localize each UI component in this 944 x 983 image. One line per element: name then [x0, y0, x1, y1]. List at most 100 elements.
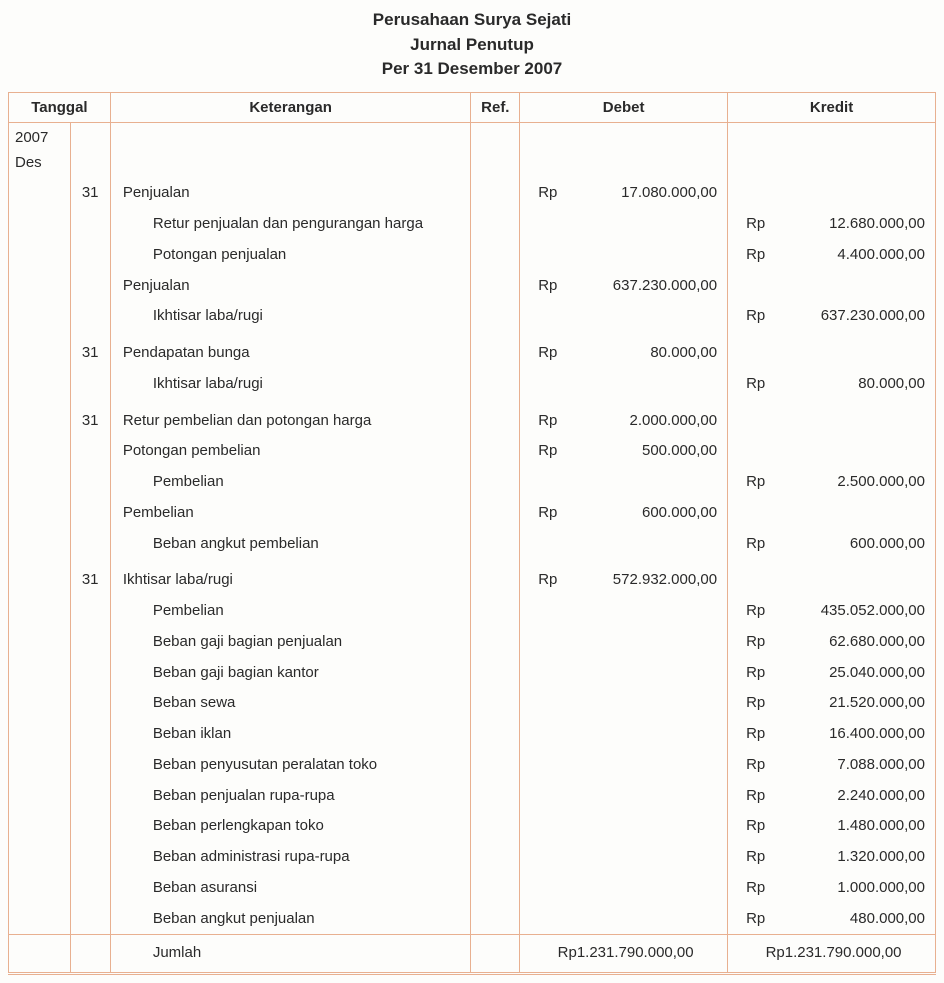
journal-period: Per 31 Desember 2007 — [8, 57, 936, 82]
currency-label: Rp — [746, 661, 765, 686]
cell-year — [9, 406, 71, 437]
cell-credit: Rp637.230.000,00 — [728, 301, 936, 332]
journal-row: Ikhtisar laba/rugi Rp637.230.000,00 — [9, 301, 936, 332]
currency-label: Rp — [746, 784, 765, 809]
cell-year — [9, 842, 71, 873]
cell-debit — [520, 781, 728, 812]
currency-label: Rp — [538, 568, 557, 593]
cell-year — [9, 436, 71, 467]
cell-debit — [520, 529, 728, 560]
cell-ref — [471, 719, 520, 750]
cell-day — [70, 904, 110, 935]
cell-ref — [471, 369, 520, 400]
cell-year — [9, 565, 71, 596]
cell-description: Beban iklan — [110, 719, 471, 750]
credit-value: 435.052.000,00 — [821, 599, 925, 624]
cell-day — [70, 781, 110, 812]
description-text: Retur penjualan dan pengurangan harga — [117, 215, 423, 232]
debit-value: 572.932.000,00 — [613, 568, 717, 593]
cell-year — [9, 271, 71, 302]
description-text: Potongan penjualan — [117, 246, 286, 263]
cell-ref — [471, 658, 520, 689]
cell-description: Beban gaji bagian kantor — [110, 658, 471, 689]
description-text: Beban perlengkapan toko — [117, 817, 324, 834]
cell-description: Retur penjualan dan pengurangan harga — [110, 209, 471, 240]
cell-year: 2007Des — [9, 122, 71, 178]
description-text: Beban asuransi — [117, 879, 257, 896]
cell-credit: Rp1.480.000,00 — [728, 811, 936, 842]
description-text: Beban sewa — [117, 694, 236, 711]
cell-description: Beban angkut pembelian — [110, 529, 471, 560]
journal-row: PembelianRp435.052.000,00 — [9, 596, 936, 627]
cell-credit: Rp16.400.000,00 — [728, 719, 936, 750]
description-text: Beban iklan — [117, 725, 231, 742]
currency-label: Rp — [746, 304, 765, 329]
journal-row: Retur penjualan dan pengurangan hargaRp1… — [9, 209, 936, 240]
cell-description: Potongan penjualan — [110, 240, 471, 271]
cell-debit — [520, 658, 728, 689]
description-text: Penjualan — [117, 277, 190, 294]
cell-day — [70, 209, 110, 240]
currency-label: Rp — [746, 907, 765, 932]
credit-value: 7.088.000,00 — [837, 753, 925, 778]
cell-year — [9, 467, 71, 498]
total-row: Jumlah Rp1.231.790.000,00 Rp1.231.790.00… — [9, 935, 936, 974]
cell-ref — [471, 240, 520, 271]
cell-ref — [471, 301, 520, 332]
cell-day — [70, 658, 110, 689]
cell-year — [9, 209, 71, 240]
journal-row: 31PenjualanRp17.080.000,00 — [9, 178, 936, 209]
credit-value: 21.520.000,00 — [829, 691, 925, 716]
cell-day — [70, 529, 110, 560]
cell-ref — [471, 467, 520, 498]
cell-description: Retur pembelian dan potongan harga — [110, 406, 471, 437]
col-header-keterangan: Keterangan — [110, 92, 471, 122]
cell-day — [70, 719, 110, 750]
cell-ref — [471, 627, 520, 658]
total-debit: Rp1.231.790.000,00 — [558, 941, 694, 966]
cell-day — [70, 688, 110, 719]
journal-table: Tanggal Keterangan Ref. Debet Kredit 200… — [8, 92, 936, 975]
cell-credit — [728, 565, 936, 596]
currency-label: Rp — [746, 691, 765, 716]
cell-description: Ikhtisar laba/rugi — [110, 301, 471, 332]
currency-label: Rp — [746, 876, 765, 901]
cell-credit: Rp600.000,00 — [728, 529, 936, 560]
cell-credit: Rp435.052.000,00 — [728, 596, 936, 627]
journal-row: 2007Des — [9, 122, 936, 178]
debit-value: 637.230.000,00 — [613, 274, 717, 299]
currency-label: Rp — [746, 212, 765, 237]
cell-debit: Rp80.000,00 — [520, 338, 728, 369]
credit-value: 2.240.000,00 — [837, 784, 925, 809]
cell-day — [70, 750, 110, 781]
company-name: Perusahaan Surya Sejati — [8, 8, 936, 33]
currency-label: Rp — [538, 274, 557, 299]
journal-row: Beban gaji bagian kantorRp25.040.000,00 — [9, 658, 936, 689]
cell-year — [9, 529, 71, 560]
cell-ref — [471, 904, 520, 935]
cell-ref — [471, 688, 520, 719]
cell-debit: Rp 500.000,00 — [520, 436, 728, 467]
currency-label: Rp — [746, 532, 765, 557]
cell-ref — [471, 178, 520, 209]
cell-debit — [520, 369, 728, 400]
currency-label: Rp — [746, 372, 765, 397]
description-text: Penjualan — [117, 184, 190, 201]
cell-ref — [471, 271, 520, 302]
col-header-ref: Ref. — [471, 92, 520, 122]
description-text: Beban gaji bagian penjualan — [117, 633, 342, 650]
cell-year — [9, 658, 71, 689]
cell-day — [70, 811, 110, 842]
debit-value: 500.000,00 — [642, 439, 717, 464]
currency-label: Rp — [538, 439, 557, 464]
cell-debit — [520, 904, 728, 935]
currency-label: Rp — [538, 341, 557, 366]
currency-label: Rp — [538, 181, 557, 206]
journal-row: PembelianRp2.500.000,00 — [9, 467, 936, 498]
description-text: Pembelian — [117, 473, 224, 490]
cell-ref — [471, 842, 520, 873]
cell-ref — [471, 209, 520, 240]
cell-debit — [520, 873, 728, 904]
table-body: 2007Des31PenjualanRp17.080.000,00Retur p… — [9, 122, 936, 935]
cell-year — [9, 811, 71, 842]
